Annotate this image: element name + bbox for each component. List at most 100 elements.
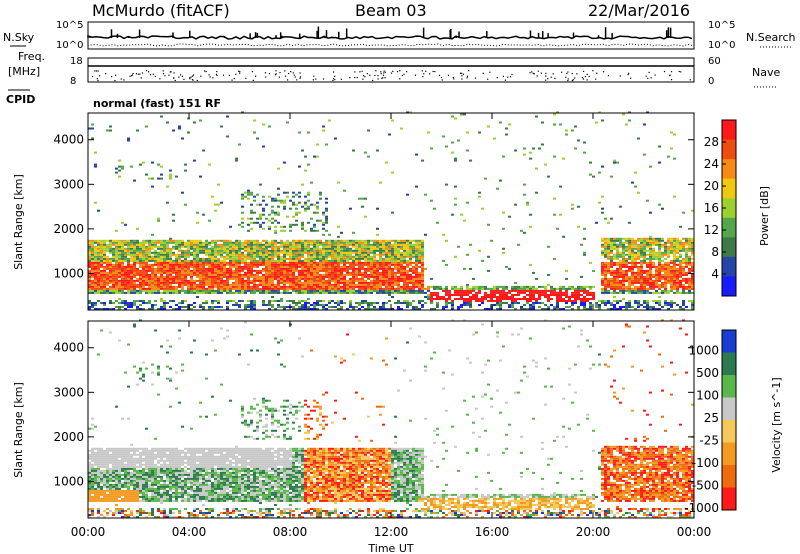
echo-cell xyxy=(673,283,676,286)
echo-cell xyxy=(391,289,394,292)
echo-cell xyxy=(583,300,586,303)
nsky-line xyxy=(87,34,693,40)
echo-cell xyxy=(415,249,418,252)
echo-cell xyxy=(304,155,307,158)
echo-cell xyxy=(319,267,322,270)
echo-cell xyxy=(652,275,655,278)
echo-cell xyxy=(487,125,490,128)
echo-cell xyxy=(109,277,112,280)
echo-cell xyxy=(178,249,181,252)
echo-cell xyxy=(292,243,295,246)
nave-point xyxy=(453,78,455,80)
echo-cell xyxy=(151,233,154,236)
echo-cell xyxy=(178,255,181,258)
echo-cell xyxy=(358,308,361,311)
echo-cell xyxy=(373,302,376,305)
echo-cell xyxy=(628,239,631,242)
echo-cell xyxy=(466,294,469,297)
echo-cell xyxy=(142,253,145,256)
echo-cell xyxy=(319,291,322,294)
echo-cell xyxy=(355,239,358,242)
nave-point xyxy=(511,73,513,76)
echo-cell xyxy=(331,289,334,292)
echo-cell xyxy=(115,243,118,246)
echo-cell xyxy=(634,185,637,188)
echo-cell xyxy=(364,283,367,286)
echo-cell xyxy=(250,227,253,230)
echo-cell xyxy=(640,283,643,286)
echo-cell xyxy=(238,251,241,254)
echo-cell xyxy=(640,253,643,256)
echo-cell xyxy=(400,273,403,276)
echo-cell xyxy=(151,251,154,254)
echo-cell xyxy=(391,247,394,250)
echo-cell xyxy=(430,277,433,280)
echo-cell xyxy=(487,300,490,303)
echo-cell xyxy=(400,259,403,262)
echo-cell xyxy=(322,249,325,252)
echo-cell xyxy=(370,289,373,292)
echo-cell xyxy=(241,261,244,264)
echo-cell xyxy=(253,291,256,294)
echo-cell xyxy=(646,277,649,280)
echo-cell xyxy=(298,271,301,274)
echo-cell xyxy=(94,281,97,284)
echo-cell xyxy=(325,265,328,268)
echo-cell xyxy=(343,291,346,294)
echo-cell xyxy=(148,259,151,262)
echo-cell xyxy=(529,300,532,303)
echo-cell xyxy=(511,285,514,288)
echo-cell xyxy=(130,304,133,307)
echo-cell xyxy=(586,285,589,288)
echo-cell xyxy=(178,306,181,309)
echo-cell xyxy=(334,283,337,286)
echo-cell xyxy=(406,281,409,284)
echo-cell xyxy=(151,185,154,188)
echo-cell xyxy=(151,243,154,246)
echo-cell xyxy=(403,265,406,268)
echo-cell xyxy=(163,271,166,274)
echo-cell xyxy=(298,249,301,252)
echo-cell xyxy=(253,259,256,262)
nave-point xyxy=(215,73,218,75)
echo-cell xyxy=(223,245,226,248)
echo-cell xyxy=(130,265,133,268)
echo-cell xyxy=(97,253,100,256)
echo-cell xyxy=(646,261,649,264)
echo-cell xyxy=(631,253,634,256)
echo-cell xyxy=(613,245,616,248)
echo-cell xyxy=(247,281,250,284)
echo-cell xyxy=(529,287,532,290)
echo-cell xyxy=(610,263,613,266)
echo-cell xyxy=(250,239,253,242)
echo-cell xyxy=(340,279,343,282)
echo-cell xyxy=(631,255,634,258)
echo-cell xyxy=(181,277,184,280)
echo-cell xyxy=(307,308,310,311)
nave-point xyxy=(196,79,198,82)
echo-cell xyxy=(109,259,112,262)
echo-cell xyxy=(472,298,475,301)
echo-cell xyxy=(397,291,400,294)
echo-cell xyxy=(160,115,163,118)
nave-point xyxy=(170,71,172,73)
nave-point xyxy=(94,70,96,72)
echo-cell xyxy=(283,161,286,164)
echo-cell xyxy=(535,291,538,294)
echo-cell xyxy=(604,253,607,256)
echo-cell xyxy=(550,294,553,297)
echo-cell xyxy=(142,261,145,264)
echo-cell xyxy=(124,281,127,284)
echo-cell xyxy=(193,249,196,252)
echo-cell xyxy=(298,281,301,284)
echo-cell xyxy=(319,219,322,222)
echo-cell xyxy=(109,265,112,268)
nave-point xyxy=(482,72,484,74)
echo-cell xyxy=(307,193,310,196)
echo-cell xyxy=(559,289,562,292)
echo-cell xyxy=(403,239,406,242)
echo-cell xyxy=(220,247,223,250)
echo-cell xyxy=(154,269,157,272)
echo-cell xyxy=(94,201,97,204)
echo-cell xyxy=(253,199,256,202)
